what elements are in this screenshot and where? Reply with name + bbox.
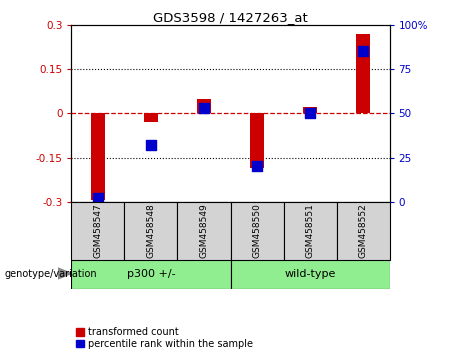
Point xyxy=(254,164,261,169)
Text: wild-type: wild-type xyxy=(284,269,336,279)
Text: genotype/variation: genotype/variation xyxy=(5,269,97,279)
Text: GSM458551: GSM458551 xyxy=(306,204,314,258)
Title: GDS3598 / 1427263_at: GDS3598 / 1427263_at xyxy=(153,11,308,24)
Bar xyxy=(71,260,230,289)
Bar xyxy=(124,202,177,260)
Bar xyxy=(197,98,211,113)
Point xyxy=(306,110,313,116)
Text: GSM458552: GSM458552 xyxy=(359,204,367,258)
Bar xyxy=(71,202,124,260)
Bar xyxy=(356,34,370,113)
Bar xyxy=(91,113,105,200)
Point xyxy=(94,195,101,201)
Text: p300 +/-: p300 +/- xyxy=(127,269,175,279)
Bar xyxy=(230,202,284,260)
Bar xyxy=(177,202,230,260)
Point xyxy=(200,105,207,111)
Text: GSM458547: GSM458547 xyxy=(94,204,102,258)
Text: GSM458549: GSM458549 xyxy=(200,204,208,258)
Bar xyxy=(337,202,390,260)
Legend: transformed count, percentile rank within the sample: transformed count, percentile rank withi… xyxy=(77,327,253,349)
Bar xyxy=(250,113,264,168)
Polygon shape xyxy=(58,268,71,279)
Point xyxy=(148,142,155,148)
Text: GSM458548: GSM458548 xyxy=(147,204,155,258)
Bar xyxy=(230,260,390,289)
Point xyxy=(359,48,366,54)
Bar xyxy=(144,113,158,122)
Text: GSM458550: GSM458550 xyxy=(253,204,261,258)
Bar xyxy=(303,107,317,113)
Bar xyxy=(284,202,337,260)
